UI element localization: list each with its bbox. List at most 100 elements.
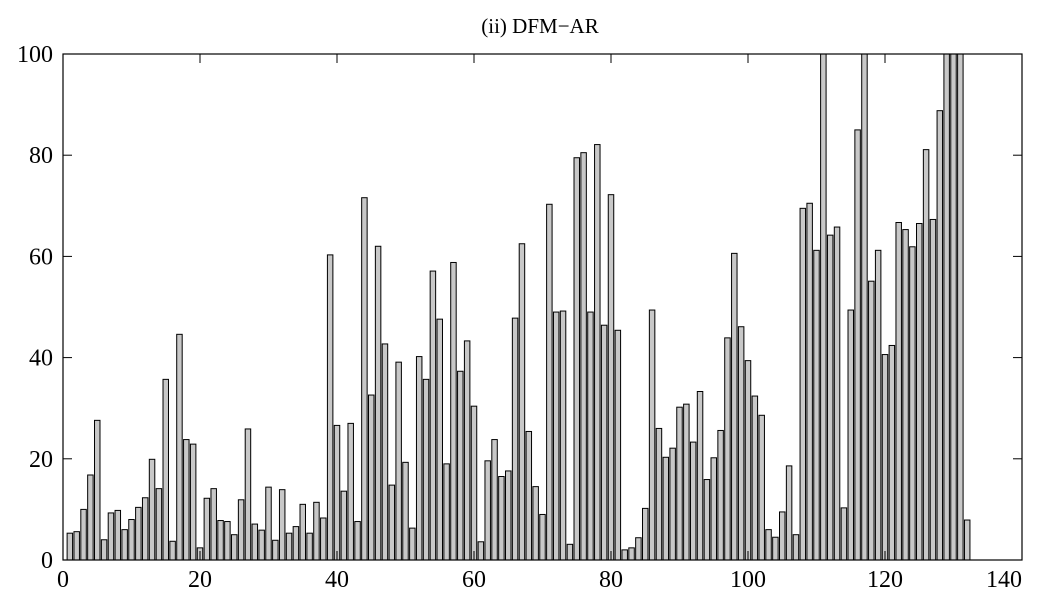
- bar: [888, 344, 896, 561]
- bar: [320, 517, 327, 561]
- x-tick-label: 20: [188, 567, 212, 593]
- x-axis: 0 20 40 60 80 100 120 140: [57, 54, 1023, 593]
- bar: [402, 461, 409, 561]
- bar: [566, 543, 574, 561]
- bar: [909, 246, 916, 561]
- bar: [799, 207, 807, 561]
- bar: [587, 311, 594, 561]
- bar: [498, 476, 505, 561]
- bar: [957, 53, 964, 561]
- bar: [450, 261, 457, 561]
- bar: [415, 356, 423, 561]
- bar: [929, 218, 937, 561]
- bar: [936, 110, 944, 561]
- bar: [395, 361, 402, 561]
- bar: [148, 458, 156, 561]
- bar: [135, 506, 142, 561]
- bar: [73, 531, 80, 561]
- bar: [676, 406, 683, 561]
- bar: [943, 53, 950, 561]
- x-tick-label: 140: [986, 567, 1022, 593]
- bar: [285, 532, 293, 561]
- bar: [470, 405, 478, 561]
- bar: [183, 439, 190, 561]
- bar: [621, 549, 628, 561]
- bar: [607, 194, 615, 561]
- bar: [66, 532, 74, 561]
- y-axis: 0 20 40 60 80 100: [17, 42, 1022, 574]
- bar: [361, 197, 368, 561]
- bar: [614, 329, 622, 561]
- x-tick-label: 100: [730, 567, 766, 593]
- bar: [292, 526, 300, 561]
- bar: [546, 203, 553, 561]
- bar: [792, 534, 800, 561]
- bar: [731, 252, 738, 561]
- y-tick-label: 80: [29, 143, 53, 169]
- bar: [854, 129, 861, 561]
- bar: [313, 501, 320, 561]
- bar: [580, 152, 587, 561]
- bar: [340, 490, 348, 561]
- y-tick-label: 40: [29, 346, 53, 372]
- bar: [573, 157, 580, 561]
- y-tick-label: 100: [17, 42, 53, 68]
- bar: [689, 441, 697, 561]
- bar: [80, 508, 87, 561]
- plot-frame: [62, 53, 1023, 561]
- bar: [758, 414, 765, 561]
- x-tick-label: 60: [462, 567, 486, 593]
- bar: [210, 488, 217, 561]
- bar: [628, 547, 635, 561]
- bar: [703, 479, 711, 561]
- bar: [237, 499, 245, 561]
- bar: [347, 422, 354, 561]
- bar: [306, 532, 313, 561]
- bar: [717, 429, 724, 561]
- bar: [840, 507, 848, 561]
- bar: [963, 519, 971, 561]
- bar: [463, 340, 471, 561]
- bar: [662, 456, 670, 561]
- bar: [265, 486, 272, 561]
- y-tick-label: 0: [41, 548, 53, 574]
- bar: [107, 512, 115, 561]
- bar: [525, 430, 533, 561]
- bar: [772, 536, 779, 561]
- bar: [826, 234, 834, 561]
- bar: [724, 337, 731, 561]
- bar: [477, 541, 485, 561]
- bar: [820, 53, 827, 561]
- bar: [457, 370, 464, 561]
- bar: [388, 484, 396, 561]
- bar: [258, 529, 265, 561]
- bar: [552, 311, 560, 561]
- bar: [374, 245, 382, 561]
- bar: [895, 221, 902, 561]
- bar: [491, 439, 498, 561]
- bar: [422, 378, 430, 561]
- bar: [648, 309, 656, 561]
- bars-group: [66, 53, 971, 561]
- bar: [635, 537, 642, 561]
- bar: [518, 243, 526, 561]
- bar: [429, 270, 437, 561]
- bar: [922, 149, 930, 561]
- bar: [881, 354, 889, 561]
- bar: [128, 519, 135, 561]
- bar: [532, 486, 539, 561]
- bar: [511, 317, 519, 561]
- bar: [737, 326, 745, 561]
- x-tick-label: 80: [599, 567, 623, 593]
- bar: [806, 202, 813, 561]
- y-tick-label: 20: [29, 447, 53, 473]
- bar: [114, 509, 122, 561]
- bar: [813, 249, 820, 561]
- bar: [484, 460, 491, 561]
- bar: [272, 539, 279, 561]
- bar: [278, 489, 286, 561]
- bar: [902, 229, 909, 561]
- bar: [169, 540, 176, 561]
- bar: [141, 497, 149, 561]
